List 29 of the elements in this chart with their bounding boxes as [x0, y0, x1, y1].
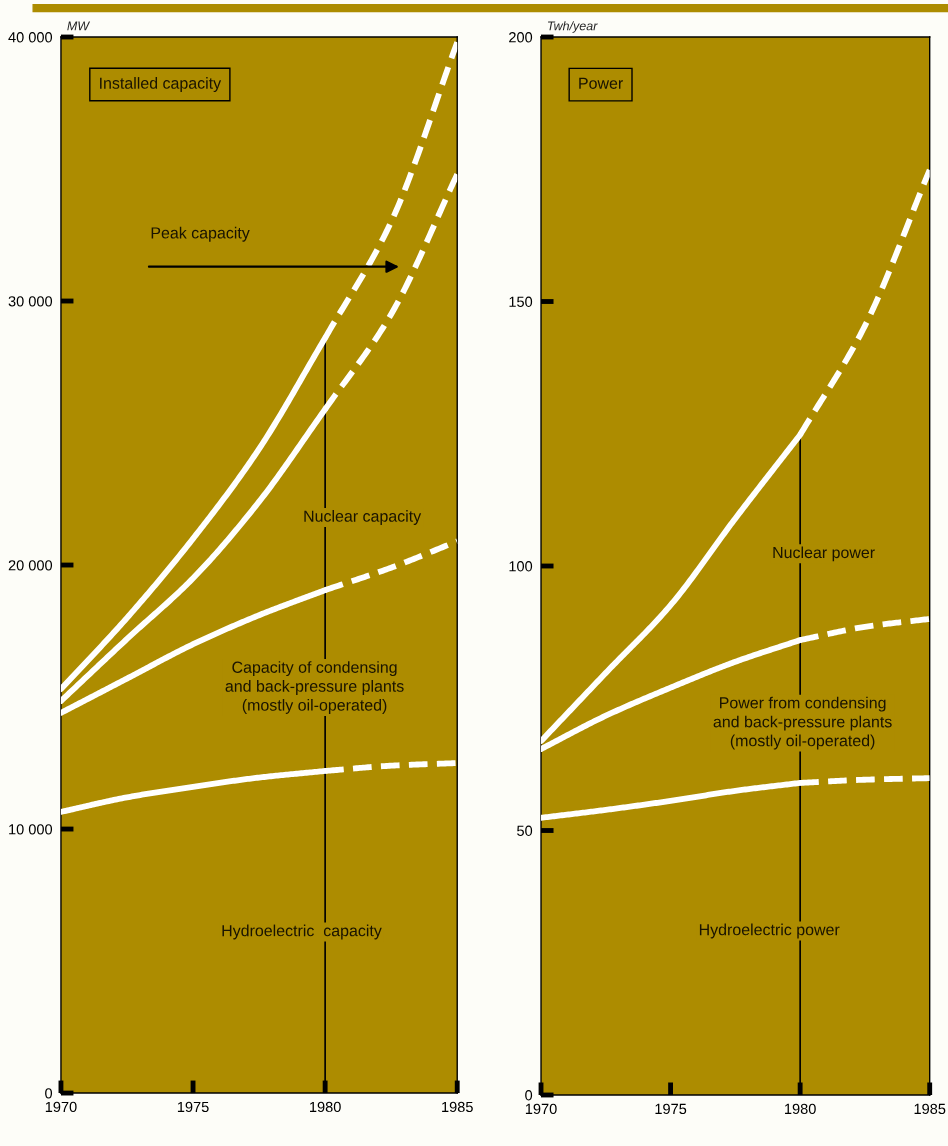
y-tick-label: 0 [525, 1090, 533, 1101]
x-tick-label: 1970 [525, 1103, 557, 1115]
annotation: Hydroelectric power [699, 923, 840, 939]
y-axis-title: Twh/year [547, 21, 598, 33]
annotation: Power from condensing and back-pressure plants (mostly oil-operated) [713, 696, 892, 750]
y-tick-label: 0 [45, 1088, 53, 1099]
text: Installed capacity [100, 77, 222, 92]
y-axis-title: MW [67, 21, 91, 31]
y-tick-label: 40 000 [8, 32, 53, 43]
x-tick-label: 1970 [45, 1101, 77, 1113]
annotation: Capacity of condensing and back-pressure plants (mostly oil-operated) [225, 661, 404, 714]
y-tick-label: 30 000 [8, 296, 53, 307]
text: Power [579, 77, 623, 89]
x-tick-label: 1980 [785, 1103, 816, 1115]
annotation: Peak capacity [151, 226, 250, 242]
x-tick-label: 1975 [177, 1101, 209, 1113]
y-tick-label: 150 [509, 296, 533, 307]
y-tick-label: 100 [509, 561, 533, 572]
annotation: Hydroelectric capacity [222, 924, 382, 940]
annotation: Nuclear power [773, 546, 875, 562]
x-tick-label: 1980 [310, 1101, 341, 1113]
y-tick-label: 10 000 [9, 824, 53, 835]
annotation: Nuclear capacity [304, 510, 422, 525]
y-tick-label: 200 [509, 32, 533, 43]
x-tick-label: 1985 [914, 1103, 946, 1115]
y-tick-label: 50 [517, 825, 533, 836]
x-tick-label: 1985 [442, 1101, 473, 1113]
y-tick-label: 20 000 [8, 560, 53, 571]
x-tick-label: 1975 [655, 1103, 687, 1115]
